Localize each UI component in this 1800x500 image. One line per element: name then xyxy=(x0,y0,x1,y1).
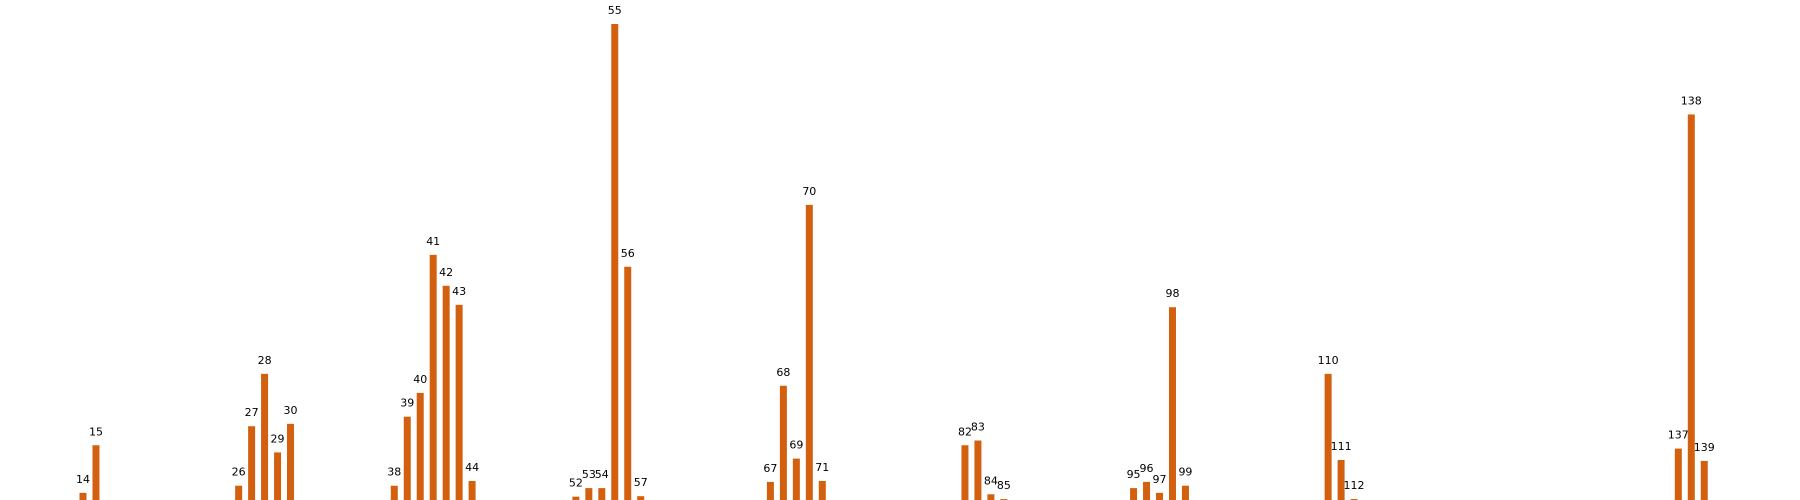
bar-96 xyxy=(1143,481,1151,500)
bar-68 xyxy=(779,385,787,500)
bar-label-112: 112 xyxy=(1344,479,1365,492)
bar-label-27: 27 xyxy=(245,406,259,419)
bar-29 xyxy=(274,452,282,500)
bar-label-56: 56 xyxy=(621,247,635,260)
bar-54 xyxy=(598,488,606,500)
bar-label-137: 137 xyxy=(1668,429,1689,442)
bar-label-26: 26 xyxy=(232,466,246,479)
bar-label-42: 42 xyxy=(439,266,453,279)
bar-110 xyxy=(1324,373,1332,500)
bar-label-38: 38 xyxy=(387,466,401,479)
bar-57 xyxy=(637,496,645,500)
bar-label-83: 83 xyxy=(971,421,985,434)
bar-26 xyxy=(235,485,243,500)
bar-30 xyxy=(287,423,295,500)
bar-label-54: 54 xyxy=(595,468,609,481)
bar-label-70: 70 xyxy=(802,185,816,198)
bar-15 xyxy=(92,445,100,500)
bar-label-30: 30 xyxy=(284,404,298,417)
bar-69 xyxy=(792,458,800,500)
bar-label-14: 14 xyxy=(76,473,90,486)
bar-41 xyxy=(429,254,437,500)
bar-53 xyxy=(585,488,593,500)
bar-28 xyxy=(261,373,269,500)
bar-98 xyxy=(1168,307,1176,500)
bar-82 xyxy=(961,445,969,500)
bar-label-99: 99 xyxy=(1178,466,1192,479)
bar-139 xyxy=(1700,460,1708,500)
bar-label-41: 41 xyxy=(426,235,440,248)
bar-label-82: 82 xyxy=(958,425,972,438)
bar-label-43: 43 xyxy=(452,285,466,298)
bar-label-71: 71 xyxy=(815,461,829,474)
bar-label-138: 138 xyxy=(1681,94,1702,107)
bar-84 xyxy=(987,494,995,500)
bar-71 xyxy=(818,480,826,500)
bar-83 xyxy=(974,440,982,500)
bar-95 xyxy=(1130,488,1138,500)
bar-97 xyxy=(1156,492,1164,500)
bar-27 xyxy=(248,426,256,500)
bar-label-40: 40 xyxy=(413,373,427,386)
bar-label-29: 29 xyxy=(271,432,285,445)
bar-label-57: 57 xyxy=(634,476,648,489)
bar-137 xyxy=(1674,448,1682,500)
bar-label-39: 39 xyxy=(400,397,414,410)
bar-38 xyxy=(390,485,398,500)
bar-99 xyxy=(1181,485,1189,500)
bar-label-52: 52 xyxy=(569,477,583,490)
bar-56 xyxy=(624,266,632,500)
bar-label-96: 96 xyxy=(1140,462,1154,475)
bar-138 xyxy=(1687,114,1695,500)
bar-label-28: 28 xyxy=(258,354,272,367)
bar-52 xyxy=(572,496,580,500)
bar-111 xyxy=(1337,460,1345,500)
bar-label-15: 15 xyxy=(89,425,103,438)
bar-label-55: 55 xyxy=(608,4,622,17)
bar-label-110: 110 xyxy=(1318,354,1339,367)
bar-70 xyxy=(805,204,813,500)
bar-label-98: 98 xyxy=(1165,287,1179,300)
bar-55 xyxy=(611,24,619,500)
bar-40 xyxy=(416,392,424,500)
bar-label-67: 67 xyxy=(763,462,777,475)
bar-label-53: 53 xyxy=(582,468,596,481)
bar-42 xyxy=(442,285,450,500)
bar-label-44: 44 xyxy=(465,461,479,474)
bar-39 xyxy=(403,416,411,500)
bar-label-97: 97 xyxy=(1153,473,1167,486)
bar-label-139: 139 xyxy=(1694,441,1715,454)
bar-label-84: 84 xyxy=(984,474,998,487)
bar-label-95: 95 xyxy=(1127,468,1141,481)
bar-14 xyxy=(79,492,87,500)
bar-label-85: 85 xyxy=(997,479,1011,492)
bar-67 xyxy=(766,481,774,500)
bar-43 xyxy=(455,304,463,500)
bar-label-68: 68 xyxy=(776,366,790,379)
bar-44 xyxy=(468,480,476,500)
bar-label-111: 111 xyxy=(1331,440,1352,453)
bar-label-69: 69 xyxy=(789,439,803,452)
